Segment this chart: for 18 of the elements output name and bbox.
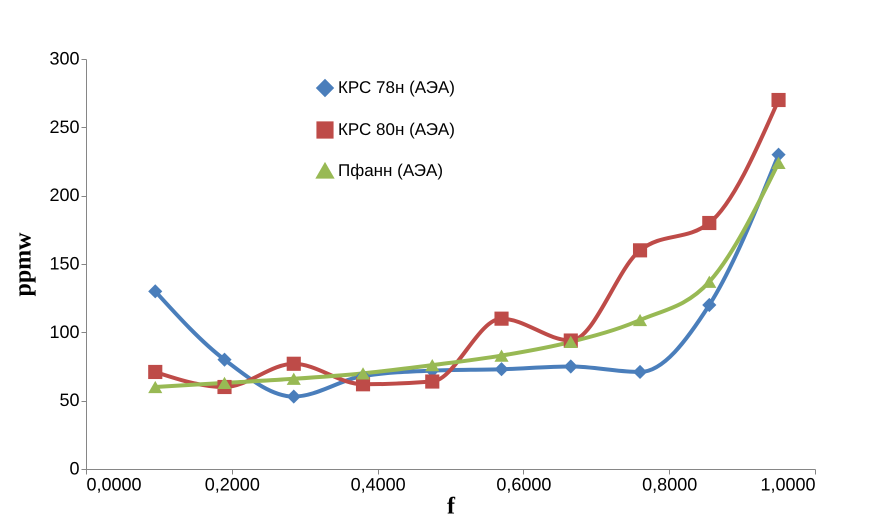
x-tick-label: 0,4000 (350, 474, 406, 494)
y-axis-title: ppmw (10, 232, 36, 297)
y-tick-label: 0 (69, 458, 80, 478)
y-tick-label: 250 (49, 116, 80, 137)
x-tick-label: 0,0000 (86, 474, 142, 494)
x-tick-label: 0,6000 (496, 474, 552, 494)
x-axis-title: f (447, 494, 456, 520)
x-tick-label: 1,0000 (760, 474, 816, 494)
legend-label: КРС 78н (АЭА) (338, 78, 455, 97)
y-tick-label: 200 (49, 185, 80, 206)
x-tick-label: 0,2000 (204, 474, 260, 494)
y-tick-label: 100 (49, 322, 80, 342)
y-tick-label: 150 (49, 254, 80, 274)
y-tick-label: 300 (49, 48, 80, 68)
x-tick-label: 0,8000 (642, 474, 698, 494)
legend-label: КРС 80н (АЭА) (338, 120, 455, 139)
y-tick-label: 50 (59, 390, 80, 410)
legend-label: Пфанн (АЭА) (338, 161, 444, 180)
